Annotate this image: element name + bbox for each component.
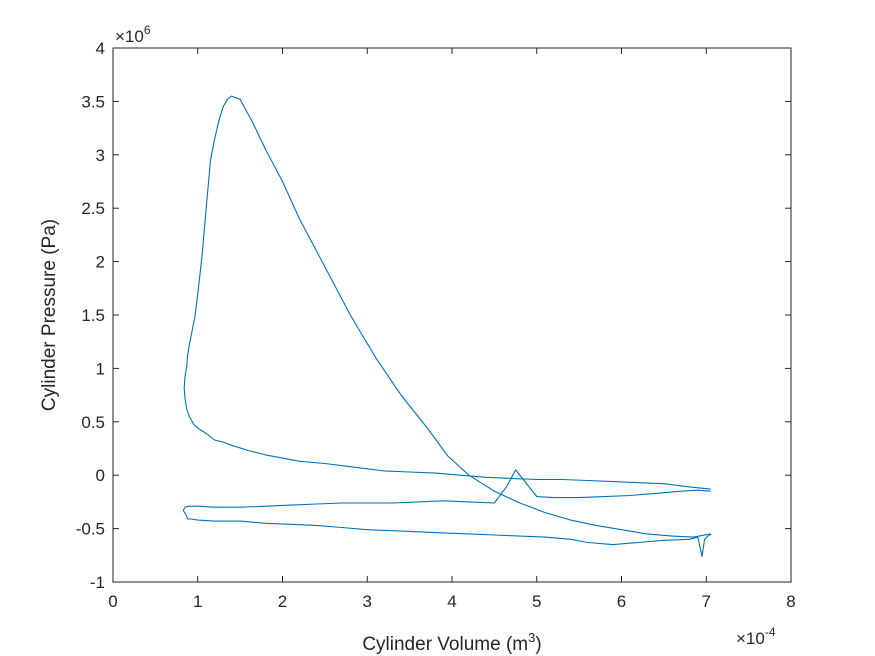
y-tick-label: 0 [96,466,105,485]
x-tick-label: 0 [108,592,117,611]
y-tick-label: 3 [96,146,105,165]
tick-layer: 0 1 2 3 4 5 6 7 8 -1 -0.5 0 0.5 1 1.5 2 2.5 3 3.5 4 [76,39,796,611]
x-axis-exponent: ×10-4 [736,625,776,648]
y-tick-label: -1 [90,573,105,592]
x-tick-label: 1 [193,592,202,611]
x-tick-label: 7 [702,592,711,611]
plot-area [112,47,792,583]
x-tick-label: 6 [617,592,626,611]
y-tick-label: 4 [96,39,105,58]
y-tick-label: 1 [96,359,105,378]
y-tick-label: 2.5 [81,199,105,218]
y-tick-label: 3.5 [81,92,105,111]
x-tick-label: 4 [447,592,456,611]
series-line-1 [183,95,711,538]
y-tick-label: -0.5 [76,520,105,539]
x-tick-label: 5 [532,592,541,611]
x-tick-label: 2 [278,592,287,611]
y-axis-exponent: ×106 [115,23,151,46]
y-axis-label: Cylinder Pressure (Pa) [39,219,60,411]
y-tick-label: 0.5 [81,413,105,432]
series-layer [182,95,712,557]
series-line-2 [182,469,712,557]
x-axis-label: Cylinder Volume (m3) [362,630,541,655]
y-tick-label: 1.5 [81,306,105,325]
x-tick-label: 8 [786,592,795,611]
y-tick-label: 2 [96,253,105,272]
x-tick-label: 3 [363,592,372,611]
